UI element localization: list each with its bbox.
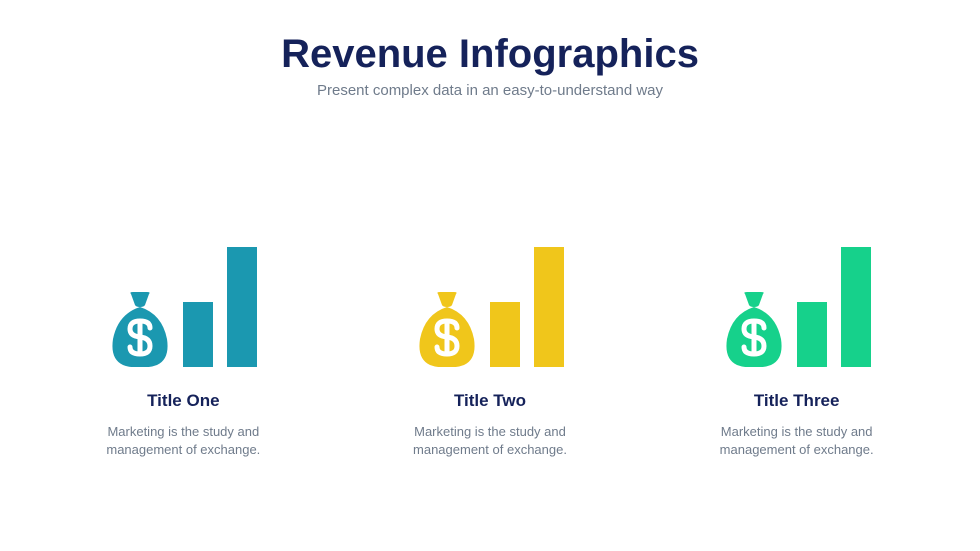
page-title: Revenue Infographics [0,32,980,76]
bar [797,302,827,367]
bar [841,247,871,367]
card-one: Title One Marketing is the study and man… [48,207,318,459]
money-bag-icon [109,292,171,367]
card-two: Title Two Marketing is the study and man… [355,207,625,459]
card-desc: Marketing is the study and management of… [88,423,278,459]
card-title: Title Three [754,391,840,411]
card-title: Title Two [454,391,526,411]
bar [534,247,564,367]
money-bag-icon [723,292,785,367]
bars-one [183,247,257,367]
bar [490,302,520,367]
money-bag-icon-wrap [109,207,171,367]
slide: Revenue Infographics Present complex dat… [0,0,980,551]
bars-two [490,247,564,367]
card-title: Title One [147,391,219,411]
card-three: Title Three Marketing is the study and m… [662,207,932,459]
card-desc: Marketing is the study and management of… [702,423,892,459]
page-subtitle: Present complex data in an easy-to-under… [0,82,980,99]
chart-two [416,207,564,367]
cards-row: Title One Marketing is the study and man… [0,99,980,551]
bars-three [797,247,871,367]
money-bag-icon-wrap [723,207,785,367]
chart-one [109,207,257,367]
bar [183,302,213,367]
header: Revenue Infographics Present complex dat… [0,0,980,99]
money-bag-icon [416,292,478,367]
chart-three [723,207,871,367]
money-bag-icon-wrap [416,207,478,367]
bar [227,247,257,367]
card-desc: Marketing is the study and management of… [395,423,585,459]
